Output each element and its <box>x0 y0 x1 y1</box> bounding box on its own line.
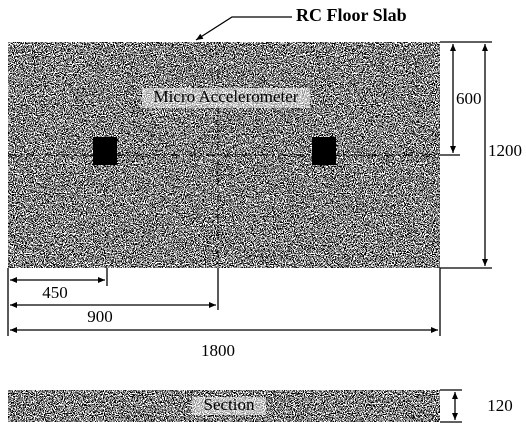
dimension-label: 1800 <box>201 341 235 360</box>
dimension-label: 900 <box>87 307 113 326</box>
leader-arrow <box>195 16 292 41</box>
dimension-label: 120 <box>487 396 513 415</box>
label-backdrop <box>192 397 266 415</box>
dimension-label: 600 <box>456 89 482 108</box>
plan-label: Micro Accelerometer <box>154 87 299 106</box>
dimension-label: 450 <box>42 283 68 302</box>
accelerometer <box>93 137 117 165</box>
section-label: Section <box>204 395 255 414</box>
accelerometer <box>312 137 336 165</box>
dimension-label: 1200 <box>488 141 522 160</box>
label-backdrop <box>142 88 310 108</box>
title: RC Floor Slab <box>296 5 407 25</box>
